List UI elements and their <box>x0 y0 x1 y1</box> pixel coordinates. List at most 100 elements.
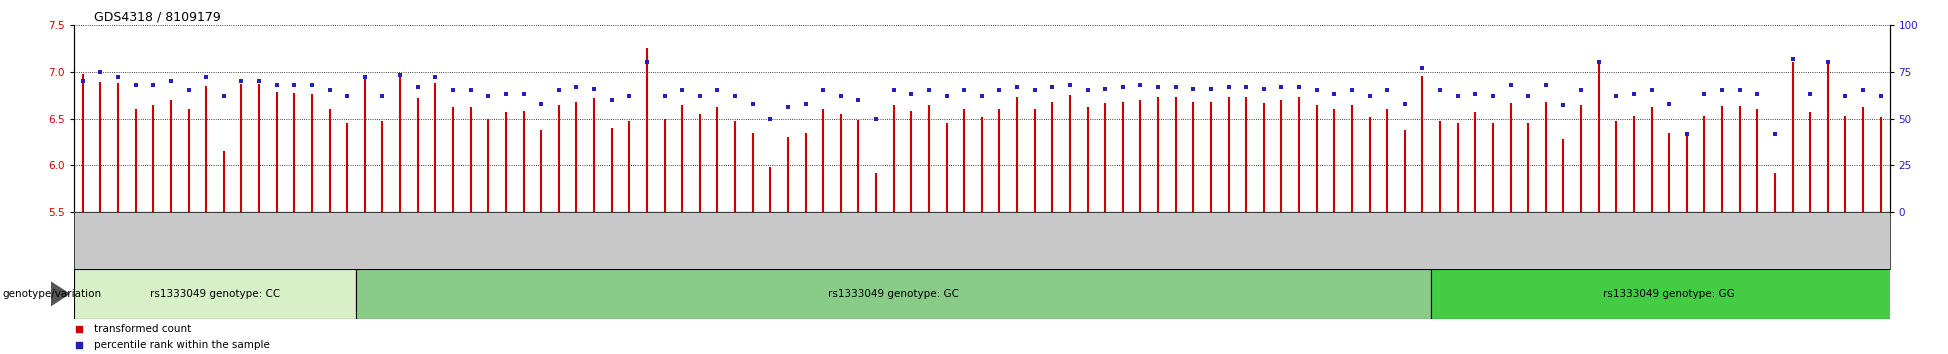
Point <box>456 88 487 93</box>
Point <box>984 88 1015 93</box>
Text: percentile rank within the sample: percentile rank within the sample <box>94 340 269 350</box>
Point <box>736 101 768 107</box>
Point <box>1494 82 1525 88</box>
Point <box>1477 93 1508 99</box>
Point <box>491 91 522 97</box>
Polygon shape <box>51 281 70 307</box>
Point <box>331 93 362 99</box>
Point <box>401 84 432 90</box>
Point <box>808 88 840 93</box>
Point <box>1019 88 1050 93</box>
Point <box>1531 82 1562 88</box>
Point <box>1584 59 1615 65</box>
Point <box>1249 86 1280 91</box>
Point <box>384 73 415 78</box>
Point <box>473 93 505 99</box>
Point <box>1759 131 1790 136</box>
Point <box>1389 101 1420 107</box>
Point <box>173 88 205 93</box>
Point <box>191 74 222 80</box>
Point <box>68 78 99 84</box>
Point <box>261 82 292 88</box>
Point <box>1036 84 1068 90</box>
Point <box>826 93 857 99</box>
Text: rs1333049 genotype: CC: rs1333049 genotype: CC <box>150 289 281 299</box>
Bar <box>74 269 356 319</box>
Point <box>701 88 732 93</box>
Point <box>1071 88 1103 93</box>
Point <box>1619 91 1650 97</box>
Point <box>208 93 240 99</box>
Point <box>86 69 117 74</box>
Point <box>103 74 134 80</box>
Point <box>347 108 378 114</box>
Point <box>279 82 310 88</box>
Point <box>596 97 627 103</box>
Point <box>438 88 469 93</box>
Point <box>861 116 892 121</box>
Point <box>121 82 152 88</box>
Point <box>1001 84 1032 90</box>
Point <box>1284 84 1315 90</box>
Point <box>1089 86 1120 91</box>
Point <box>1706 88 1738 93</box>
Point <box>1794 91 1825 97</box>
Point <box>296 82 327 88</box>
Point <box>138 82 169 88</box>
Point <box>1142 84 1173 90</box>
Point <box>1371 88 1403 93</box>
Point <box>508 91 540 97</box>
Point <box>684 93 715 99</box>
Point <box>614 93 645 99</box>
Point <box>244 78 275 84</box>
Point <box>1636 88 1667 93</box>
Point <box>791 101 822 107</box>
Point <box>631 59 662 65</box>
Point <box>1671 131 1703 136</box>
Text: rs1333049 genotype: GC: rs1333049 genotype: GC <box>828 289 958 299</box>
Point <box>1179 86 1210 91</box>
Point <box>1847 88 1878 93</box>
Point <box>1777 56 1808 61</box>
Point <box>1742 91 1773 97</box>
Point <box>1336 88 1367 93</box>
Point <box>1266 84 1297 90</box>
Text: transformed count: transformed count <box>94 324 191 334</box>
Text: rs1333049 genotype: GG: rs1333049 genotype: GG <box>1603 289 1736 299</box>
Point <box>1231 84 1262 90</box>
Bar <box>356 269 1432 319</box>
Point <box>1124 82 1155 88</box>
Point <box>1601 93 1632 99</box>
Point <box>1442 93 1473 99</box>
Point <box>1549 103 1580 108</box>
Point <box>1406 65 1438 71</box>
Point <box>649 93 680 99</box>
Point <box>1319 91 1350 97</box>
Point <box>579 86 610 91</box>
Point <box>419 74 450 80</box>
Point <box>1301 88 1332 93</box>
Point <box>314 88 345 93</box>
Point <box>879 88 910 93</box>
Point <box>1214 84 1245 90</box>
Point <box>349 74 380 80</box>
Point <box>1054 82 1085 88</box>
Point <box>754 116 785 121</box>
Point <box>1689 91 1720 97</box>
Point <box>1354 93 1385 99</box>
Point <box>366 93 397 99</box>
Point <box>1196 86 1227 91</box>
Point <box>1106 84 1138 90</box>
Point <box>1161 84 1192 90</box>
Point <box>914 88 945 93</box>
Point <box>1566 88 1597 93</box>
Point <box>347 253 378 259</box>
Point <box>1829 93 1860 99</box>
Point <box>949 88 980 93</box>
Point <box>719 93 750 99</box>
Point <box>666 88 697 93</box>
Point <box>156 78 187 84</box>
Point <box>843 97 875 103</box>
Point <box>1724 88 1755 93</box>
Point <box>1514 93 1545 99</box>
